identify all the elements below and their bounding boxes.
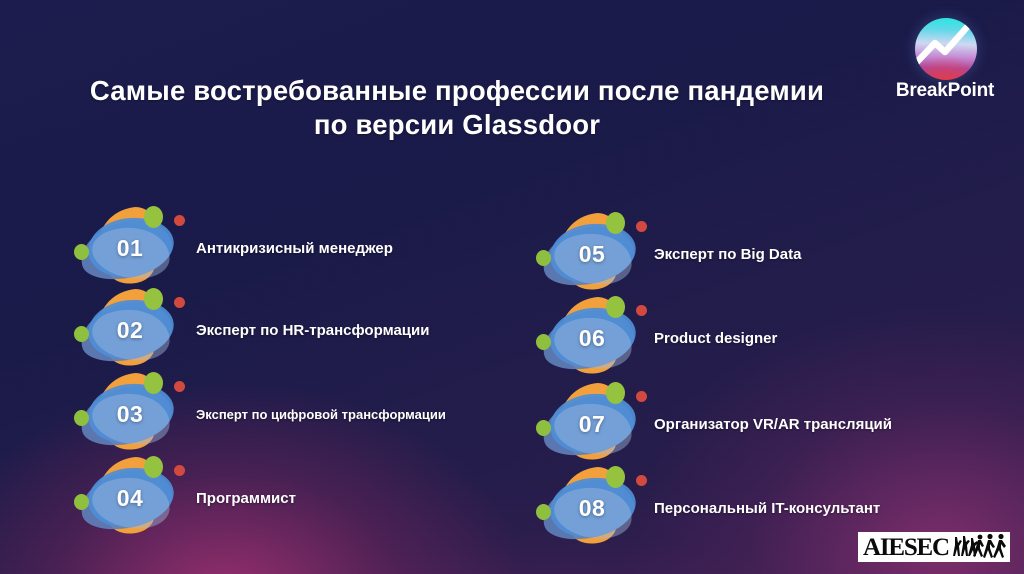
aiesec-wordmark: AIESEC	[863, 534, 950, 561]
profession-blob-03: 03	[74, 369, 185, 456]
profession-blob-01: 01	[74, 203, 185, 290]
green-dot-left-icon	[536, 504, 551, 520]
profession-label-08: Персональный IT-консультант	[654, 499, 881, 517]
green-dot-top-right-icon	[606, 296, 625, 318]
profession-label-02: Эксперт по HR-трансформации	[196, 321, 430, 339]
profession-label-03: Эксперт по цифровой трансформации	[196, 406, 446, 422]
green-dot-top-right-icon	[144, 206, 163, 228]
red-dot-icon	[636, 305, 647, 316]
page-title: Самые востребованные профессии после пан…	[52, 74, 862, 142]
profession-number-05: 05	[578, 240, 606, 267]
profession-label-05: Эксперт по Big Data	[654, 245, 802, 263]
profession-label-07: Организатор VR/AR трансляций	[654, 415, 892, 433]
green-dot-left-icon	[536, 250, 551, 266]
profession-label-06: Product designer	[654, 329, 778, 347]
profession-blob-08: 08	[536, 463, 647, 550]
green-dot-left-icon	[536, 420, 551, 436]
profession-blob-07: 07	[536, 379, 647, 466]
aiesec-logo: AIESEC	[858, 532, 1010, 562]
profession-number-03: 03	[116, 400, 144, 427]
green-dot-left-icon	[74, 494, 89, 510]
breakpoint-logo: BreakPoint	[879, 18, 1011, 110]
red-dot-icon	[636, 475, 647, 486]
green-dot-left-icon	[74, 244, 89, 260]
profession-blob-04: 04	[74, 453, 185, 540]
green-dot-top-right-icon	[144, 288, 163, 310]
chart-zigzag-circle-icon	[915, 18, 977, 80]
walking-people-icon	[952, 533, 1008, 561]
page-title-line-1: Самые востребованные профессии после пан…	[89, 75, 825, 106]
profession-number-04: 04	[116, 484, 144, 511]
green-dot-top-right-icon	[606, 466, 625, 488]
profession-number-08: 08	[578, 494, 606, 521]
breakpoint-wordmark: BreakPoint	[895, 80, 995, 101]
profession-blob-06: 06	[536, 293, 647, 380]
red-dot-icon	[636, 391, 647, 402]
green-dot-top-right-icon	[144, 372, 163, 394]
page-title-line-2: по версии Glassdoor	[313, 109, 601, 140]
red-dot-icon	[174, 465, 185, 476]
red-dot-icon	[636, 221, 647, 232]
green-dot-top-right-icon	[606, 382, 625, 404]
profession-blob-02: 02	[74, 285, 185, 372]
green-dot-left-icon	[536, 334, 551, 350]
profession-label-01: Антикризисный менеджер	[196, 239, 393, 257]
profession-number-06: 06	[578, 324, 606, 351]
profession-number-02: 02	[116, 316, 144, 343]
red-dot-icon	[174, 297, 185, 308]
red-dot-icon	[174, 381, 185, 392]
profession-label-04: Программист	[196, 489, 296, 507]
green-dot-top-right-icon	[144, 456, 163, 478]
profession-blob-05: 05	[536, 209, 647, 296]
red-dot-icon	[174, 215, 185, 226]
profession-number-01: 01	[116, 234, 144, 261]
green-dot-top-right-icon	[606, 212, 625, 234]
green-dot-left-icon	[74, 326, 89, 342]
green-dot-left-icon	[74, 410, 89, 426]
profession-number-07: 07	[578, 410, 606, 437]
